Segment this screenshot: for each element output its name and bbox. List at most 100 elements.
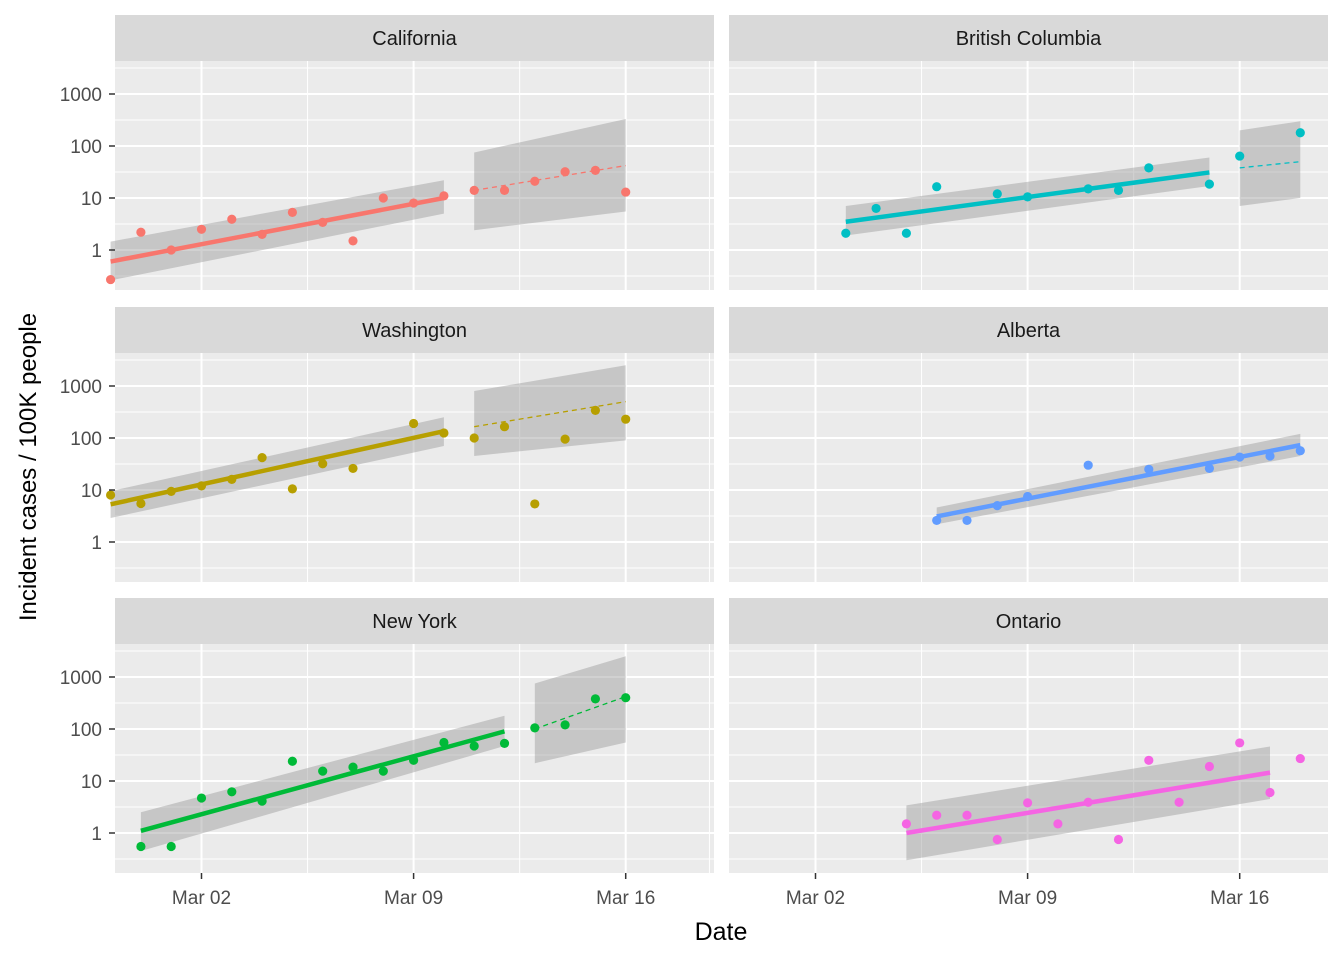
data-point xyxy=(409,755,419,765)
data-point xyxy=(901,228,912,238)
facet-title: Alberta xyxy=(997,320,1061,342)
y-tick-label: 100 xyxy=(70,429,102,450)
trend-line xyxy=(110,195,445,264)
data-point xyxy=(962,515,972,526)
data-point xyxy=(227,474,237,484)
data-point xyxy=(932,515,942,526)
trend-line xyxy=(110,429,445,507)
facet-title: Washington xyxy=(362,320,467,342)
facet-strip xyxy=(729,598,1328,644)
data-point xyxy=(560,434,570,444)
facet-panels: California 1 10 100 1000 British Columbia Wash… xyxy=(60,15,1328,909)
data-point xyxy=(196,224,207,234)
confidence-ribbon xyxy=(1239,121,1301,207)
facet-strip xyxy=(729,307,1328,353)
data-point xyxy=(227,214,237,224)
data-point xyxy=(1204,761,1214,772)
facet-title: New York xyxy=(372,611,457,633)
facet-strip xyxy=(115,307,714,353)
data-point xyxy=(530,723,540,733)
y-tick-label: 1000 xyxy=(60,377,102,398)
facet-strip xyxy=(115,598,714,644)
data-point xyxy=(590,165,601,175)
x-tick-label: Mar 16 xyxy=(596,888,655,909)
projection-line xyxy=(534,695,626,730)
facet-panel: California 1 10 100 1000 xyxy=(60,15,714,290)
data-point xyxy=(932,810,942,820)
data-point xyxy=(992,834,1002,845)
y-tick-label: 1000 xyxy=(60,668,102,689)
data-point xyxy=(841,228,851,238)
data-point xyxy=(196,481,207,491)
data-point xyxy=(439,191,449,201)
data-point xyxy=(136,498,146,509)
x-axis-label: Date xyxy=(695,918,748,946)
facet-panel: British Columbia xyxy=(708,15,1328,290)
y-tick-label: 100 xyxy=(70,137,102,158)
data-point xyxy=(530,176,540,186)
y-tick-label: 10 xyxy=(81,189,102,210)
y-tick-label: 1 xyxy=(91,533,102,554)
facet-title: California xyxy=(372,28,457,50)
data-point xyxy=(287,207,297,217)
projection-line xyxy=(1239,161,1301,169)
data-point xyxy=(1174,797,1184,807)
data-point xyxy=(318,459,328,469)
data-point xyxy=(257,796,267,806)
data-point xyxy=(901,819,912,829)
y-tick-label: 10 xyxy=(81,772,102,793)
data-point xyxy=(196,793,207,803)
facet-panel: Ontario Mar 02 Mar 09 Mar 16 xyxy=(708,598,1328,909)
data-point xyxy=(1083,797,1093,807)
confidence-ribbon xyxy=(474,365,626,457)
data-point xyxy=(287,484,297,494)
data-point xyxy=(378,193,388,203)
data-point xyxy=(1023,798,1033,808)
y-tick-label: 1000 xyxy=(60,85,102,106)
y-tick-label: 1 xyxy=(91,241,102,262)
data-point xyxy=(590,694,601,704)
data-point xyxy=(166,841,176,852)
facet-panel: New York 1 10 100 1000 Mar 02 Mar 09 Mar 16 xyxy=(60,598,714,909)
data-point xyxy=(1204,463,1214,474)
data-point xyxy=(1295,753,1305,764)
data-point xyxy=(136,841,146,852)
data-point xyxy=(871,203,881,214)
confidence-ribbon xyxy=(474,119,626,231)
y-tick-label: 100 xyxy=(70,720,102,741)
data-point xyxy=(439,737,449,748)
x-tick-label: Mar 02 xyxy=(786,888,845,909)
data-point xyxy=(1235,452,1245,462)
projection-line xyxy=(474,401,626,428)
data-point xyxy=(590,405,601,415)
data-point xyxy=(992,189,1002,199)
x-tick-label: Mar 02 xyxy=(172,888,231,909)
data-point xyxy=(287,756,297,766)
data-point xyxy=(409,418,419,429)
data-point xyxy=(1023,192,1033,202)
data-point xyxy=(1083,184,1093,194)
data-point xyxy=(992,501,1002,511)
data-point xyxy=(469,185,479,196)
trend-line xyxy=(140,729,506,834)
data-point xyxy=(621,187,631,197)
data-point xyxy=(1295,446,1305,456)
data-point xyxy=(318,217,328,227)
data-point xyxy=(257,229,267,239)
data-point xyxy=(1113,834,1124,845)
y-axis-label: Incident cases / 100K people xyxy=(15,313,42,621)
data-point xyxy=(1265,451,1275,461)
y-tick-label: 1 xyxy=(91,824,102,845)
data-point xyxy=(166,245,176,255)
data-point xyxy=(499,738,510,748)
data-point xyxy=(257,452,267,463)
axes: Date Incident cases / 100K people xyxy=(15,313,747,946)
data-point xyxy=(1204,179,1214,189)
data-point xyxy=(1144,163,1154,173)
data-point xyxy=(227,787,237,797)
data-point xyxy=(499,422,510,432)
data-point xyxy=(1113,185,1124,196)
data-point xyxy=(1235,151,1245,161)
